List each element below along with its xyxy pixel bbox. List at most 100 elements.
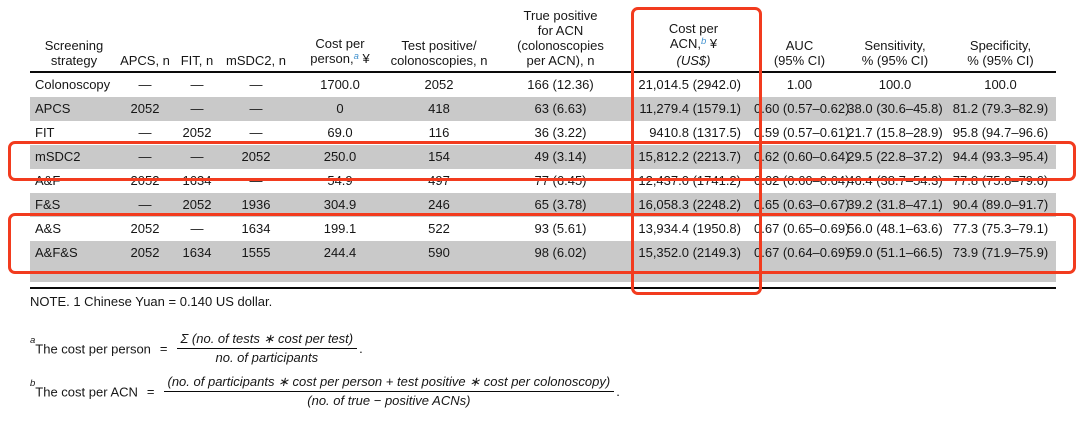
table-row-fit: FIT — 2052 — 69.0 116 36 (3.22) 9410.8 (… (30, 121, 1056, 145)
col-header-cost-per-person: Cost per person,a ¥ (290, 36, 390, 73)
footnote-a-label: aThe cost per person (30, 335, 151, 357)
equals-sign: = (159, 341, 168, 356)
cell-sensitivity: 59.0 (51.1–66.5) (847, 245, 943, 260)
cell-test-positive: 154 (428, 149, 450, 164)
cell-cost-per-acn: 13,934.4 (1950.8) (638, 221, 741, 236)
cell-strategy: A&F&S (35, 245, 78, 260)
cell-apcs: 2052 (130, 245, 160, 260)
col-header-true-positive-acn: True positive for ACN (colonoscopies per… (488, 8, 633, 73)
table-note: NOTE. 1 Chinese Yuan = 0.140 US dollar. (30, 294, 273, 309)
cell-sensitivity: 38.0 (30.6–45.8) (847, 101, 943, 116)
cell-cost-per-acn: 9410.8 (1317.5) (649, 125, 741, 140)
header-line: Cost per (315, 36, 365, 51)
header-line: colonoscopies, n (390, 53, 488, 68)
footnote-link-b[interactable]: b (700, 36, 707, 47)
table-row-apcs: APCS 2052 — — 0 418 63 (6.63) 11,279.4 (… (30, 97, 1056, 121)
cell-strategy: A&S (35, 221, 62, 236)
footnote-a: aThe cost per person = Σ (no. of tests ∗… (30, 331, 363, 366)
cell-auc: 0.65 (0.63–0.67) (754, 197, 850, 212)
header-line: person,a ¥ (290, 51, 390, 68)
fraction-a: Σ (no. of tests ∗ cost per test) no. of … (176, 331, 358, 366)
cell-sensitivity: 39.2 (31.8–47.1) (847, 197, 943, 212)
cell-fit: 1634 (182, 173, 212, 188)
cell-strategy: APCS (35, 101, 71, 116)
equals-sign: = (146, 384, 155, 399)
cell-specificity: 95.8 (94.7–96.6) (952, 125, 1049, 140)
cell-fit: — (190, 101, 204, 116)
cell-sensitivity: 21.7 (15.8–28.9) (847, 125, 943, 140)
footnote-a-text: The cost per person (35, 341, 151, 357)
header-line: % (95% CI) (967, 53, 1034, 68)
footnote-link-a[interactable]: a (353, 51, 359, 62)
cell-apcs: — (138, 149, 152, 164)
header-line: AUC (785, 38, 814, 53)
table-row-afs: A&F&S 2052 1634 1555 244.4 590 98 (6.02)… (30, 241, 1056, 265)
cell-cost-per-person: 244.4 (323, 245, 357, 260)
table-row-fs: F&S — 2052 1936 304.9 246 65 (3.78) 16,0… (30, 193, 1056, 217)
header-line: Sensitivity, (864, 38, 926, 53)
cell-strategy: F&S (35, 197, 61, 212)
cell-fit: — (190, 77, 204, 92)
cell-strategy: A&F (35, 173, 61, 188)
period: . (616, 384, 620, 399)
header-line: Specificity, (969, 38, 1032, 53)
yuan-sign: ¥ (358, 51, 370, 66)
cell-sensitivity: 56.0 (48.1–63.6) (847, 221, 943, 236)
cell-cost-per-person: 1700.0 (320, 77, 360, 92)
cell-auc: 1.00 (786, 77, 813, 92)
cell-strategy: FIT (35, 125, 55, 140)
col-header-screening-strategy: Screening strategy (30, 38, 118, 73)
cell-test-positive: 522 (428, 221, 450, 236)
cell-test-positive: 2052 (424, 77, 454, 92)
cell-cost-per-acn: 11,279.4 (1579.1) (639, 101, 741, 116)
header-line-usd: (US$) (676, 53, 711, 68)
footnote-b-marker: b (30, 378, 36, 390)
header-line: strategy (50, 53, 98, 68)
header-text: ACN, (669, 36, 701, 51)
cell-msdc2: — (249, 125, 263, 140)
cell-auc: 0.62 (0.60–0.64) (754, 149, 850, 164)
cell-true-positive: 93 (5.61) (534, 221, 587, 236)
yuan-sign: ¥ (706, 36, 718, 51)
cell-msdc2: — (249, 173, 263, 188)
fraction-b-numerator: (no. of participants ∗ cost per person +… (167, 374, 611, 389)
period: . (359, 341, 363, 356)
cell-cost-per-acn: 12,437.0 (1741.2) (638, 173, 741, 188)
col-header-sensitivity: Sensitivity, % (95% CI) (845, 38, 945, 73)
footnote-a-marker: a (30, 335, 36, 347)
cell-auc: 0.60 (0.57–0.62) (754, 101, 850, 116)
cell-apcs: — (138, 197, 152, 212)
table-row-msdc2: mSDC2 — — 2052 250.0 154 49 (3.14) 15,81… (30, 145, 1056, 169)
cell-specificity: 90.4 (89.0–91.7) (952, 197, 1049, 212)
cell-fit: 1634 (182, 245, 212, 260)
header-text: person, (310, 51, 354, 66)
col-header-auc: AUC (95% CI) (754, 38, 845, 73)
cell-apcs: 2052 (130, 221, 160, 236)
cell-fit: — (190, 149, 204, 164)
table-header-row: Screening strategy APCS, n FIT, n mSDC2,… (30, 8, 1056, 71)
cell-auc: 0.67 (0.64–0.69) (754, 245, 850, 260)
cell-sensitivity: 46.4 (38.7–54.3) (847, 173, 943, 188)
cell-strategy: Colonoscopy (35, 77, 111, 92)
cell-test-positive: 497 (428, 173, 450, 188)
cell-specificity: 94.4 (93.3–95.4) (952, 149, 1049, 164)
cell-apcs: 2052 (130, 101, 160, 116)
cell-specificity: 77.8 (75.8–79.6) (952, 173, 1049, 188)
cell-sensitivity: 100.0 (878, 77, 912, 92)
cell-msdc2: — (249, 101, 263, 116)
fraction-a-numerator: Σ (no. of tests ∗ cost per test) (180, 331, 354, 346)
header-line: FIT, n (180, 53, 214, 68)
fraction-b: (no. of participants ∗ cost per person +… (163, 374, 615, 409)
cell-msdc2: 1634 (241, 221, 271, 236)
col-header-cost-per-acn: Cost per ACN,b ¥ (US$) (633, 21, 754, 73)
cell-strategy: mSDC2 (35, 149, 81, 164)
footnote-b-text: The cost per ACN (35, 384, 138, 400)
cell-specificity: 81.2 (79.3–82.9) (952, 101, 1049, 116)
col-header-test-positive: Test positive/ colonoscopies, n (390, 38, 488, 73)
cell-cost-per-acn: 15,812.2 (2213.7) (638, 149, 741, 164)
header-line: True positive (523, 8, 598, 23)
empty-stripe (30, 265, 1056, 282)
cell-fit: 2052 (182, 197, 212, 212)
cell-cost-per-acn: 15,352.0 (2149.3) (638, 245, 741, 260)
